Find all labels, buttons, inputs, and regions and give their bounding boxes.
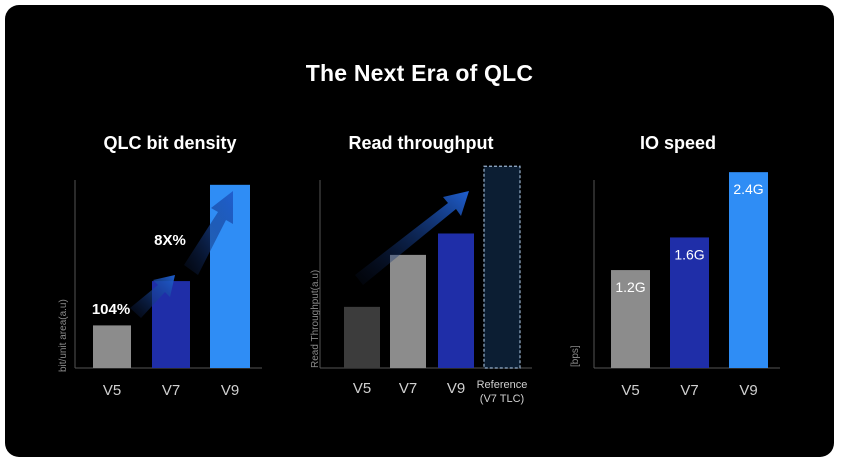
bar-v9 — [729, 172, 768, 368]
annotation-label: 104% — [92, 301, 130, 318]
x-tick-label: V9 — [739, 382, 757, 399]
read-throughput-chart: V5 V7 V9 Reference (V7 TLC) — [319, 165, 532, 405]
growth-arrow-small — [130, 275, 175, 318]
bar-reference — [483, 165, 521, 369]
bit-density-chart: V5 V7 V9 104% 8X% — [74, 180, 262, 399]
panel-read-throughput: Read throughput Read Throughput(a.u) V5 V… — [297, 5, 545, 457]
growth-arrow — [355, 191, 469, 285]
data-label: 1.6G — [674, 246, 704, 262]
annotation-label: 8X% — [154, 232, 186, 249]
slide-title: The Next Era of QLC — [305, 60, 534, 86]
x-tick-label: V5 — [353, 380, 371, 397]
x-tick-label: V9 — [447, 380, 465, 397]
panel-io-speed: IO speed [bps] 1.2G V5 1.6G V7 2.4G V9 — [553, 5, 803, 457]
panel-bit-density: QLC bit density bit/unit area(a.u) V5 V7 V… — [45, 5, 295, 457]
bar-v7 — [670, 237, 709, 368]
x-tick-label: V7 — [680, 382, 698, 399]
x-tick-label: V7 — [162, 382, 180, 399]
x-tick-label: (V7 TLC) — [480, 393, 524, 405]
chart-title-read-throughput: Read throughput — [348, 133, 494, 153]
bar-v9 — [438, 233, 474, 368]
bar-v5 — [93, 325, 131, 368]
data-label: 2.4G — [733, 181, 763, 197]
data-label: 1.2G — [615, 279, 645, 295]
x-tick-label: V9 — [221, 382, 239, 399]
bar-v7 — [390, 254, 426, 368]
x-tick-label: V5 — [621, 382, 639, 399]
bar-v5 — [611, 270, 650, 368]
growth-arrow-large — [184, 191, 233, 275]
chart-title-io-speed: IO speed — [639, 133, 717, 153]
chart-title-bit-density: QLC bit density — [103, 133, 237, 153]
x-tick-label: V7 — [399, 380, 417, 397]
x-tick-label: Reference — [477, 379, 528, 391]
x-tick-label: V5 — [103, 382, 121, 399]
io-speed-chart: 1.2G V5 1.6G V7 2.4G V9 — [593, 172, 780, 399]
slide: The Next Era of QLC QLC bit density bit/… — [5, 5, 834, 457]
bar-v5 — [344, 306, 380, 368]
